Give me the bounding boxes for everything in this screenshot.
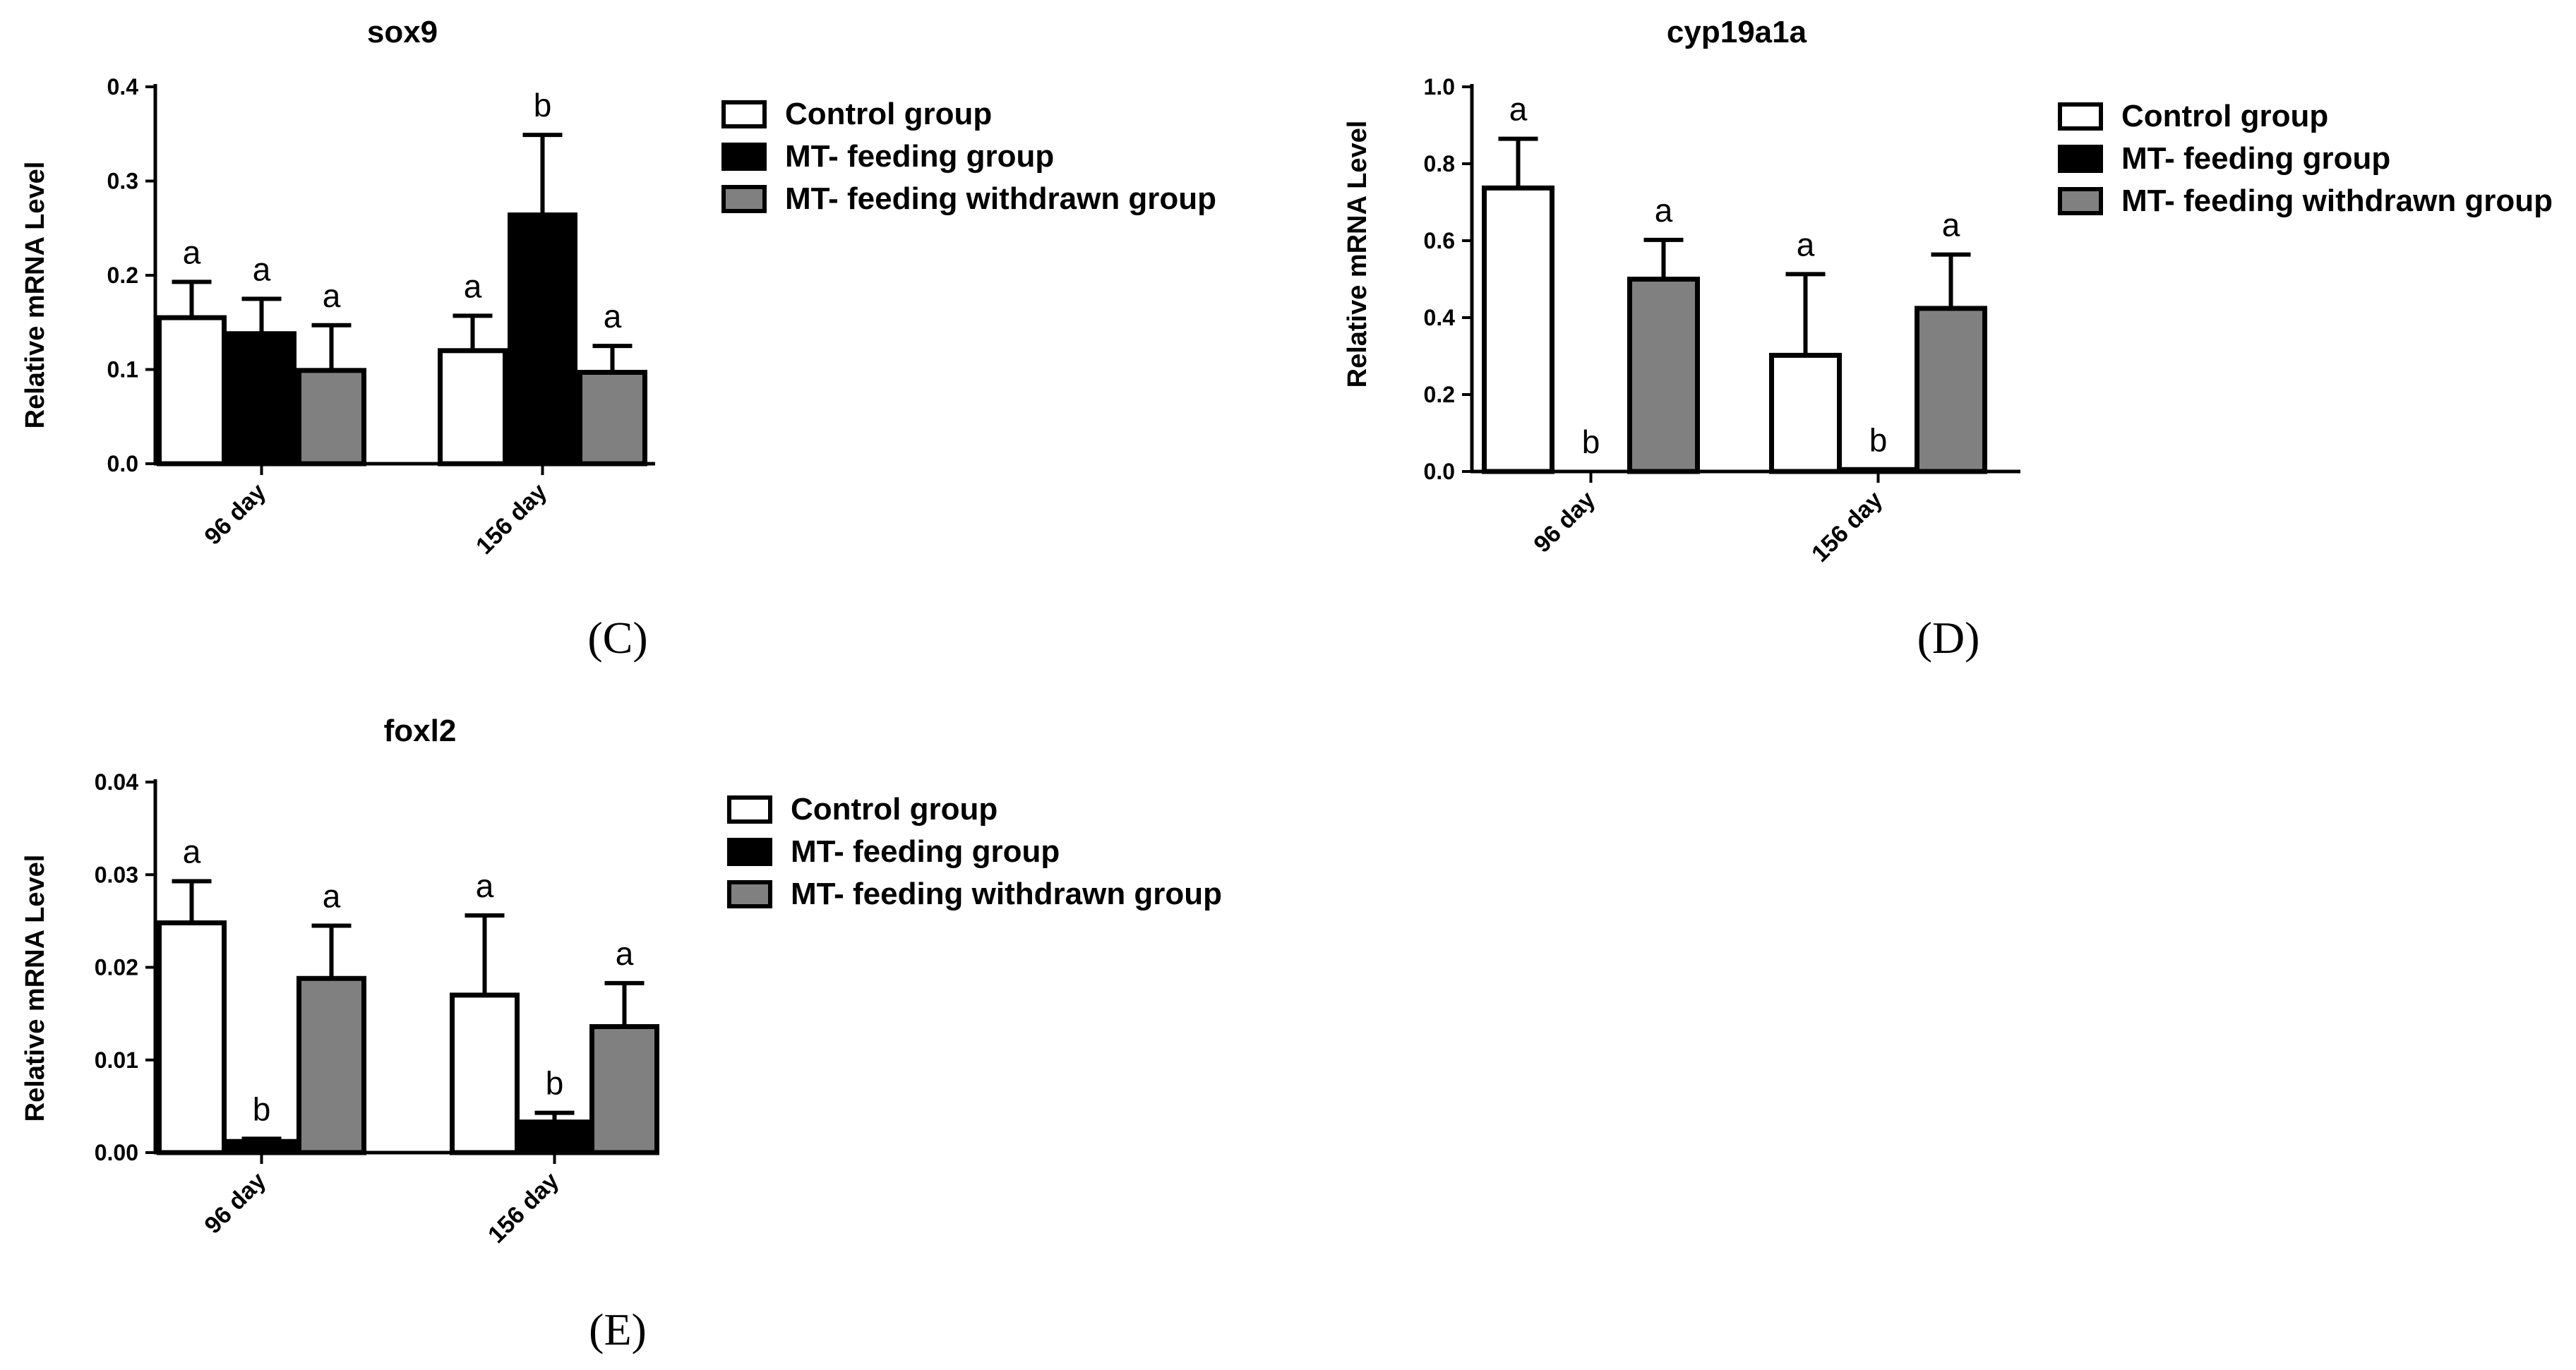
significance-letter: b (1582, 423, 1600, 460)
x-tick-label: 96 day (199, 1167, 271, 1239)
legend-label-control: Control group (2121, 99, 2328, 133)
bar (508, 212, 577, 467)
significance-letter: a (1942, 207, 1960, 244)
chart-title: sox9 (367, 15, 438, 49)
significance-letter: a (323, 277, 341, 314)
y-tick-label: 0.01 (95, 1047, 138, 1073)
bar (1842, 467, 1915, 474)
bar (227, 331, 296, 467)
legend-swatch-mt-feeding (727, 838, 772, 866)
y-tick-label: 0.6 (1424, 228, 1455, 253)
bar (157, 315, 227, 467)
legend: Control group MT- feeding group MT- feed… (727, 792, 1222, 911)
significance-letter: a (183, 234, 201, 270)
legend-label-mt-feeding: MT- feeding group (785, 139, 1054, 174)
bar (1627, 277, 1700, 474)
y-tick-label: 0.4 (1424, 305, 1456, 330)
legend-swatch-control (2058, 102, 2103, 131)
significance-letter: a (183, 833, 201, 870)
y-axis-label: Relative mRNA Level (20, 162, 50, 429)
bar (1915, 306, 1987, 474)
legend-swatch-control (721, 100, 767, 128)
bar (438, 348, 508, 467)
legend-label-control: Control group (785, 97, 992, 131)
bar (1769, 352, 1842, 474)
x-tick-label: 156 day (483, 1167, 564, 1249)
legend-swatch-mt-feeding (721, 143, 767, 171)
x-tick-label: 96 day (1528, 486, 1600, 558)
significance-letter: a (323, 877, 341, 914)
legend-label-mt-withdrawn: MT- feeding withdrawn group (785, 181, 1216, 216)
legend-swatch-mt-feeding (2058, 145, 2103, 173)
legend-swatch-mt-withdrawn (727, 880, 772, 908)
x-tick-label: 156 day (471, 479, 552, 560)
x-tick-label: 156 day (1807, 486, 1888, 567)
legend: Control group MT- feeding group MT- feed… (721, 97, 1216, 216)
significance-letter: a (1509, 91, 1528, 128)
y-tick-label: 0.03 (95, 862, 138, 887)
legend-label-mt-withdrawn: MT- feeding withdrawn group (791, 877, 1222, 911)
bar (296, 368, 366, 467)
y-tick-label: 0.8 (1424, 151, 1455, 176)
y-tick-label: 0.04 (95, 769, 138, 795)
bar (1482, 185, 1554, 474)
legend-swatch-mt-withdrawn (2058, 187, 2103, 215)
y-tick-label: 0.0 (1424, 459, 1455, 484)
panel-foxl2: foxl2 Relative mRNA Level (E) Control gr… (20, 714, 1222, 1354)
significance-letter: a (476, 867, 494, 904)
y-axis-label: Relative mRNA Level (20, 855, 50, 1122)
y-tick-label: 0.4 (107, 74, 139, 100)
y-tick-label: 0.1 (107, 357, 138, 383)
legend-swatch-control (727, 795, 772, 824)
x-tick-label: 96 day (199, 479, 271, 551)
significance-letter: a (1655, 192, 1673, 229)
bar (589, 1024, 659, 1155)
y-tick-label: 0.00 (95, 1140, 138, 1165)
y-tick-label: 0.2 (1424, 382, 1455, 407)
y-tick-label: 0.2 (107, 263, 138, 288)
legend-swatch-mt-withdrawn (721, 185, 767, 213)
y-axis-label: Relative mRNA Level (1343, 121, 1372, 388)
legend: Control group MT- feeding group MT- feed… (2058, 99, 2553, 218)
chart-title: cyp19a1a (1667, 15, 1807, 49)
bar (157, 920, 227, 1155)
bar (227, 1138, 296, 1155)
legend-label-mt-feeding: MT- feeding group (2121, 141, 2390, 176)
significance-letter: a (464, 268, 482, 304)
significance-letter: b (253, 1090, 271, 1127)
y-tick-label: 0.3 (107, 169, 138, 194)
bar (296, 975, 366, 1155)
bar (577, 370, 647, 467)
significance-letter: a (1797, 226, 1815, 263)
significance-letter: b (1869, 421, 1888, 458)
legend-label-mt-withdrawn: MT- feeding withdrawn group (2121, 184, 2553, 218)
significance-letter: b (546, 1065, 564, 1102)
panel-cyp19a1a: cyp19a1a Relative mRNA Level (D) Control… (1343, 15, 2553, 663)
y-tick-label: 0.02 (95, 955, 138, 980)
legend-label-control: Control group (791, 792, 998, 827)
chart-title: foxl2 (384, 714, 457, 748)
bar (520, 1119, 589, 1155)
significance-letter: a (253, 251, 271, 287)
panel-label: (D) (1917, 613, 1980, 663)
panel-label: (E) (589, 1304, 647, 1354)
significance-letter: a (616, 935, 634, 972)
y-tick-label: 1.0 (1424, 74, 1455, 100)
panel-sox9: sox9 Relative mRNA Level (C) Control gro… (20, 15, 1216, 663)
significance-letter: b (534, 87, 552, 124)
legend-label-mt-feeding: MT- feeding group (791, 834, 1060, 869)
significance-letter: a (604, 298, 622, 335)
y-tick-label: 0.0 (107, 451, 138, 476)
bar (450, 992, 520, 1155)
panel-label: (C) (587, 613, 647, 663)
